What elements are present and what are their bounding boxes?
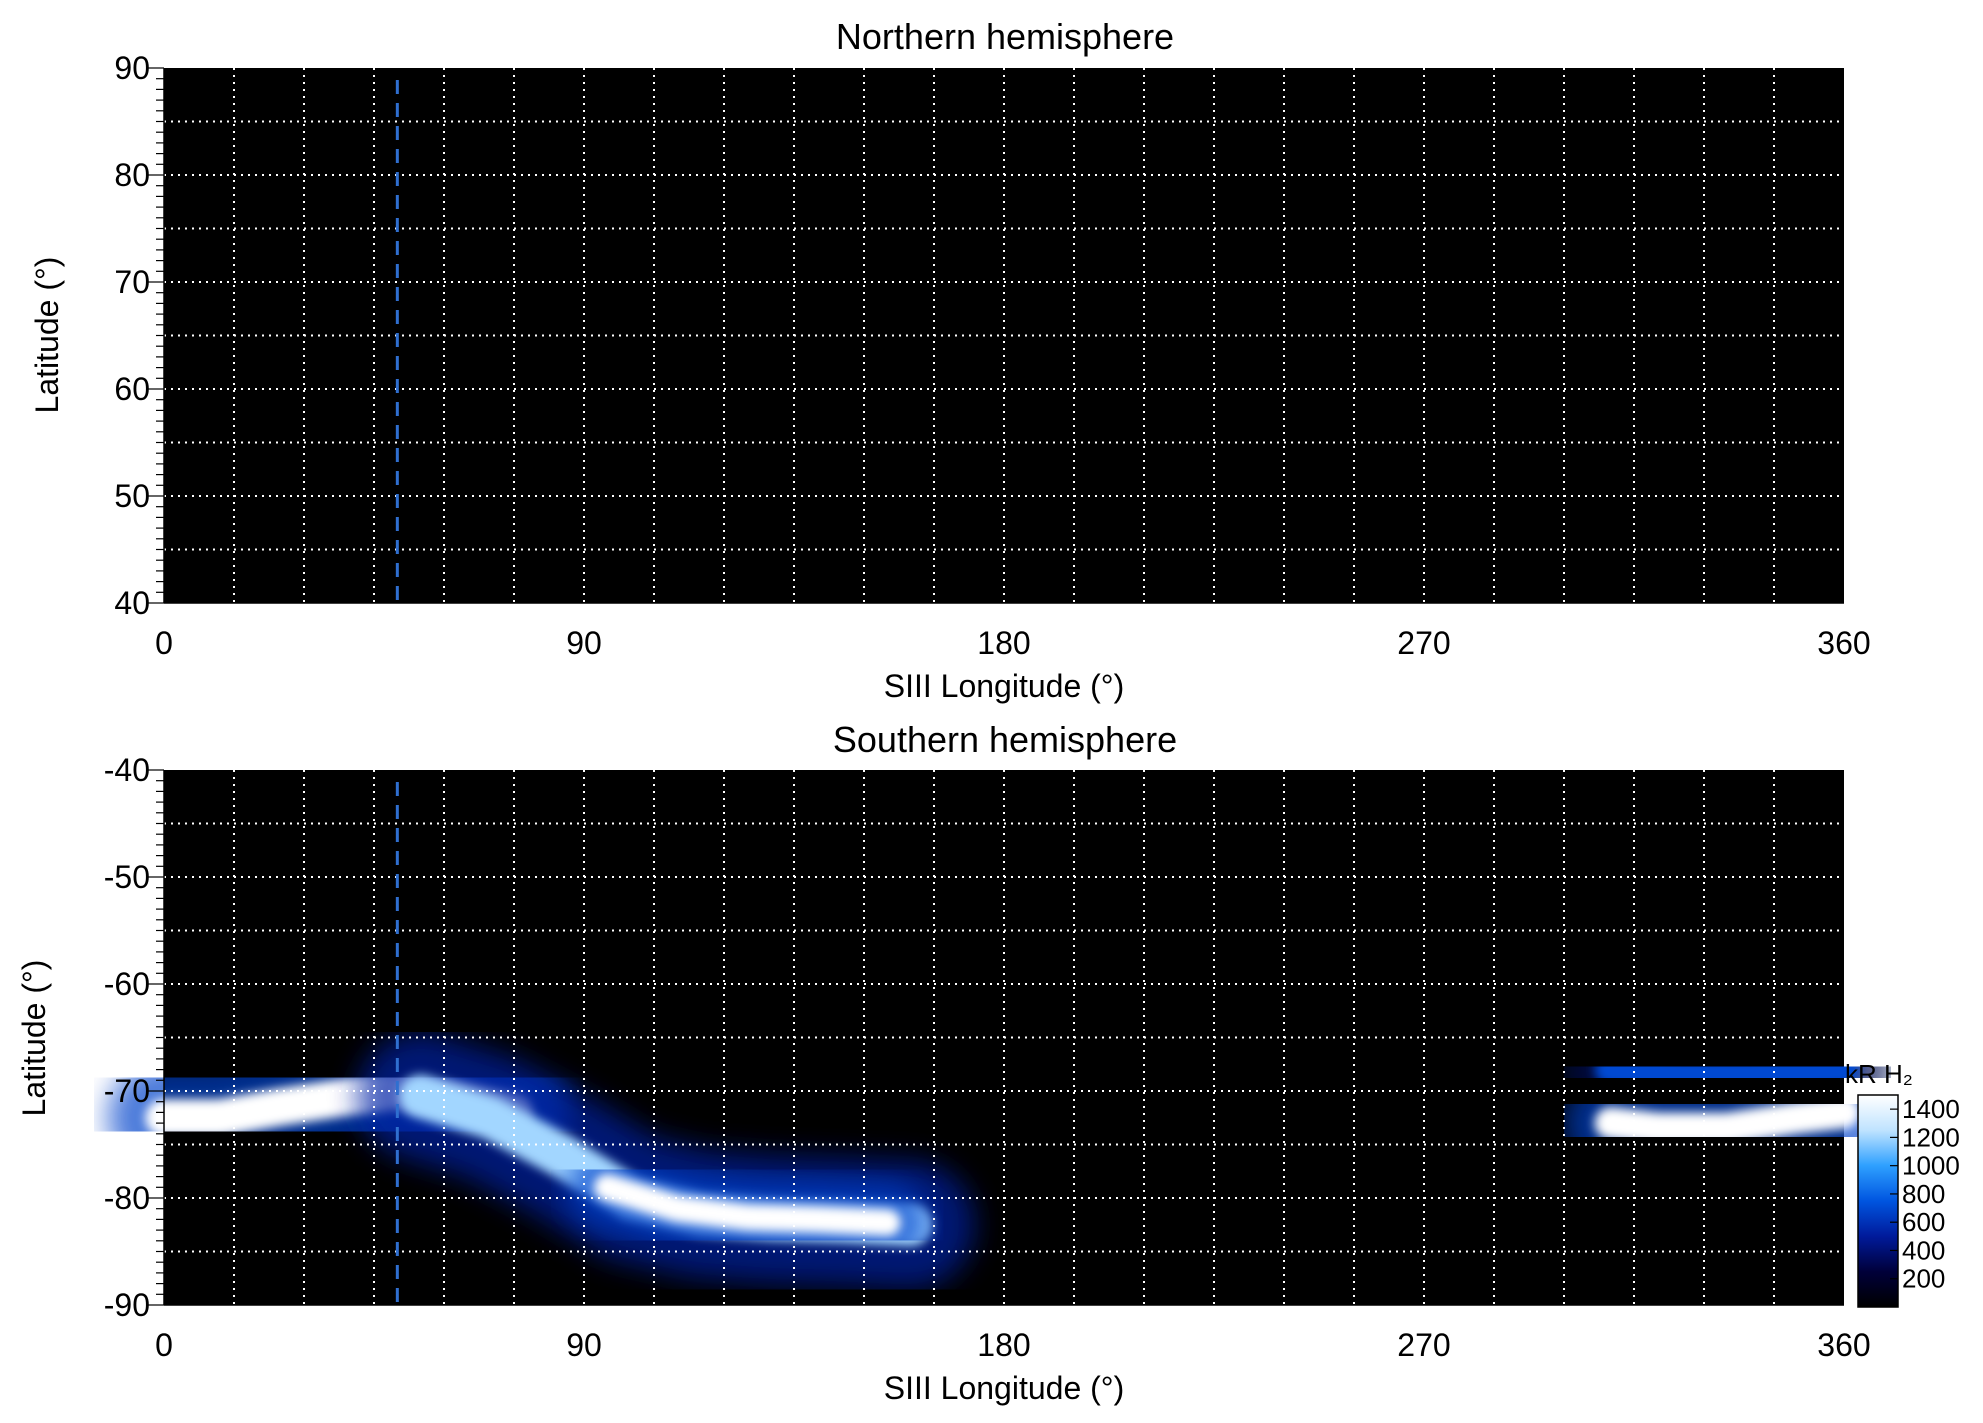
x-tick-label: 180 [977, 625, 1030, 661]
y-tick-label: 90 [114, 50, 150, 86]
emission-layer [107, 1021, 1893, 1289]
colorbar-label: kR H₂ [1845, 1059, 1913, 1089]
y-tick-label: -90 [104, 1287, 150, 1323]
y-tick-label: -40 [104, 752, 150, 788]
y-tick-label: 70 [114, 264, 150, 300]
x-tick-label: 360 [1817, 1327, 1870, 1363]
y-tick-label: 40 [114, 585, 150, 621]
x-tick-label: 360 [1817, 625, 1870, 661]
emission-band [1594, 1053, 1861, 1092]
x-tick-label: 90 [566, 625, 602, 661]
y-tick-label: 80 [114, 157, 150, 193]
x-axis-label: SIII Longitude (°) [884, 668, 1124, 704]
x-tick-label: 0 [155, 625, 173, 661]
colorbar-tick-label: 1000 [1902, 1151, 1960, 1181]
colorbar-tick-label: 1400 [1902, 1094, 1960, 1124]
y-tick-label: -50 [104, 859, 150, 895]
panel-north: Northern hemisphere 40 50 60 70 80 90 0 90 180 27… [29, 16, 1871, 704]
colorbar-tick-label: 600 [1902, 1207, 1945, 1237]
panel-south: Southern hemisphere -40 -50 -60 -70 -80 -900 9… [16, 719, 1893, 1406]
colorbar-tick-label: 1200 [1902, 1122, 1960, 1152]
grid [164, 770, 1844, 1305]
y-tick-label: 50 [114, 478, 150, 514]
x-tick-label: 180 [977, 1327, 1030, 1363]
y-tick-label: -80 [104, 1180, 150, 1216]
grid [164, 68, 1844, 603]
x-tick-label: 0 [155, 1327, 173, 1363]
x-tick-label: 270 [1397, 625, 1450, 661]
axes: -40 -50 -60 -70 -80 -900 90 180 270 360 [104, 752, 1871, 1363]
x-axis-label: SIII Longitude (°) [884, 1370, 1124, 1406]
y-tick-label: 60 [114, 371, 150, 407]
x-tick-label: 90 [566, 1327, 602, 1363]
colorbar-gradient [1857, 1094, 1899, 1308]
emission-band [593, 1173, 901, 1236]
panel-title: Northern hemisphere [836, 16, 1174, 57]
axes: 40 50 60 70 80 90 0 90 180 270 360 [114, 50, 1870, 661]
y-axis-label: Latitude (°) [16, 960, 52, 1117]
colorbar-tick-label: 400 [1902, 1235, 1945, 1265]
y-tick-label: -60 [104, 966, 150, 1002]
y-tick-label: -70 [104, 1073, 150, 1109]
colorbar-tick-label: 800 [1902, 1179, 1945, 1209]
x-tick-label: 270 [1397, 1327, 1450, 1363]
y-axis-label: Latitude (°) [29, 257, 65, 414]
panel-title: Southern hemisphere [833, 719, 1177, 760]
colorbar-tick-label: 200 [1902, 1264, 1945, 1294]
